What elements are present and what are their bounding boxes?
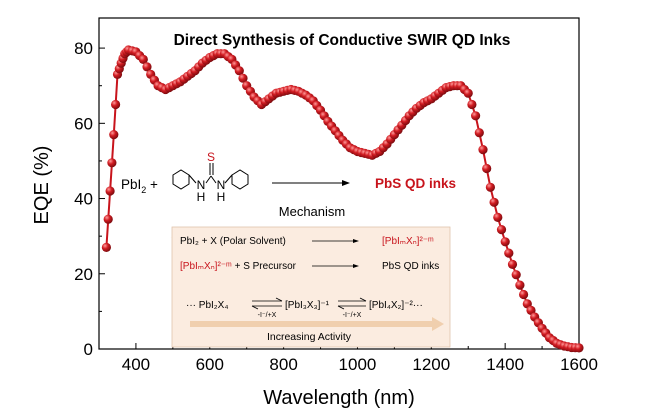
data-point xyxy=(574,343,584,353)
data-point xyxy=(238,73,248,83)
step2-left-red: [PbIₘXₙ]²⁻ᵐ xyxy=(180,261,232,272)
data-point xyxy=(105,186,115,196)
y-tick-label: 80 xyxy=(74,39,93,58)
data-point xyxy=(142,62,152,72)
series-layer xyxy=(101,45,584,353)
data-point xyxy=(234,66,244,76)
x-tick-label: 1400 xyxy=(486,355,524,374)
x-tick-label: 800 xyxy=(269,355,297,374)
equilibrium-arrows-1 xyxy=(251,297,283,310)
x-axis-label: Wavelength (nm) xyxy=(263,387,415,409)
reaction-arrowhead xyxy=(342,180,350,186)
data-point xyxy=(474,128,484,138)
equilibrium-arrows-2 xyxy=(337,297,367,310)
activity-arrowhead xyxy=(432,317,444,331)
data-point xyxy=(493,212,503,222)
data-point xyxy=(519,289,529,300)
reactant-label: PbI2 + xyxy=(121,177,158,195)
eq-species-1: ··· PbI₂X₄ xyxy=(186,300,228,311)
data-point xyxy=(471,111,481,121)
chart-title: Direct Synthesis of Conductive SWIR QD I… xyxy=(174,32,511,49)
y-tick-label: 0 xyxy=(84,340,93,359)
data-point xyxy=(496,225,507,235)
phenyl-ring-right xyxy=(231,169,249,190)
eq-species-3: [PbI₄X₂]⁻²··· xyxy=(369,300,423,311)
data-point xyxy=(109,130,119,140)
data-point xyxy=(507,259,518,269)
data-point xyxy=(485,182,495,192)
data-point xyxy=(463,88,473,98)
step2-left-rest: + S Precursor xyxy=(232,261,297,272)
thiourea-n-right: N xyxy=(217,178,226,192)
data-point xyxy=(511,270,521,280)
mechanism-content: PbI₂ + X (Polar Solvent) [PbIₘXₙ]²⁻ᵐ [Pb… xyxy=(180,236,444,343)
data-point xyxy=(515,280,525,290)
thiourea-n-left: N xyxy=(197,178,206,192)
y-axis-label: EQE (%) xyxy=(31,146,53,225)
phenyl-ring-left xyxy=(172,169,190,190)
reaction-scheme: PbI2 + S N N H H PbS QD inks Mechanism xyxy=(121,150,456,219)
x-tick-label: 600 xyxy=(196,355,224,374)
step1-right: [PbIₘXₙ]²⁻ᵐ xyxy=(382,236,434,247)
plot-frame xyxy=(98,17,580,350)
thiourea-h-right: H xyxy=(217,190,226,204)
x-tick-label: 400 xyxy=(122,355,150,374)
x-tick-label: 1200 xyxy=(412,355,450,374)
data-point xyxy=(482,163,492,174)
step2-right: PbS QD inks xyxy=(382,261,439,272)
step1-left: PbI₂ + X (Polar Solvent) xyxy=(180,236,286,247)
activity-label: Increasing Activity xyxy=(267,331,352,343)
data-point xyxy=(467,99,477,110)
data-point xyxy=(107,158,117,168)
thiourea-sulfur: S xyxy=(207,150,215,164)
thiourea-h-left: H xyxy=(197,190,206,204)
data-point xyxy=(504,248,514,258)
x-tick-label: 1600 xyxy=(560,355,598,374)
data-point xyxy=(101,242,111,252)
arrow-label-2: -I⁻/+X xyxy=(343,312,362,319)
data-point xyxy=(138,54,148,64)
data-point xyxy=(500,237,510,247)
axis-ticks: 400 600 800 1000 1200 1400 1600 0 20 40 60 80 xyxy=(74,39,598,374)
arrow-label-1: -I⁻/+X xyxy=(258,312,277,319)
eq-species-2: [PbI₃X₃]⁻¹ xyxy=(285,300,330,311)
y-tick-label: 20 xyxy=(74,265,93,284)
mechanism-label: Mechanism xyxy=(279,204,345,219)
product-label: PbS QD inks xyxy=(375,176,456,191)
y-tick-label: 40 xyxy=(74,190,93,209)
data-point xyxy=(489,197,499,207)
x-tick-label: 1000 xyxy=(339,355,377,374)
thiourea-structure xyxy=(172,163,249,190)
data-point xyxy=(111,99,121,110)
step2-left: [PbIₘXₙ]²⁻ᵐ + S Precursor xyxy=(180,261,297,272)
data-point xyxy=(478,145,488,155)
y-tick-label: 60 xyxy=(74,114,93,133)
data-point xyxy=(103,214,113,224)
